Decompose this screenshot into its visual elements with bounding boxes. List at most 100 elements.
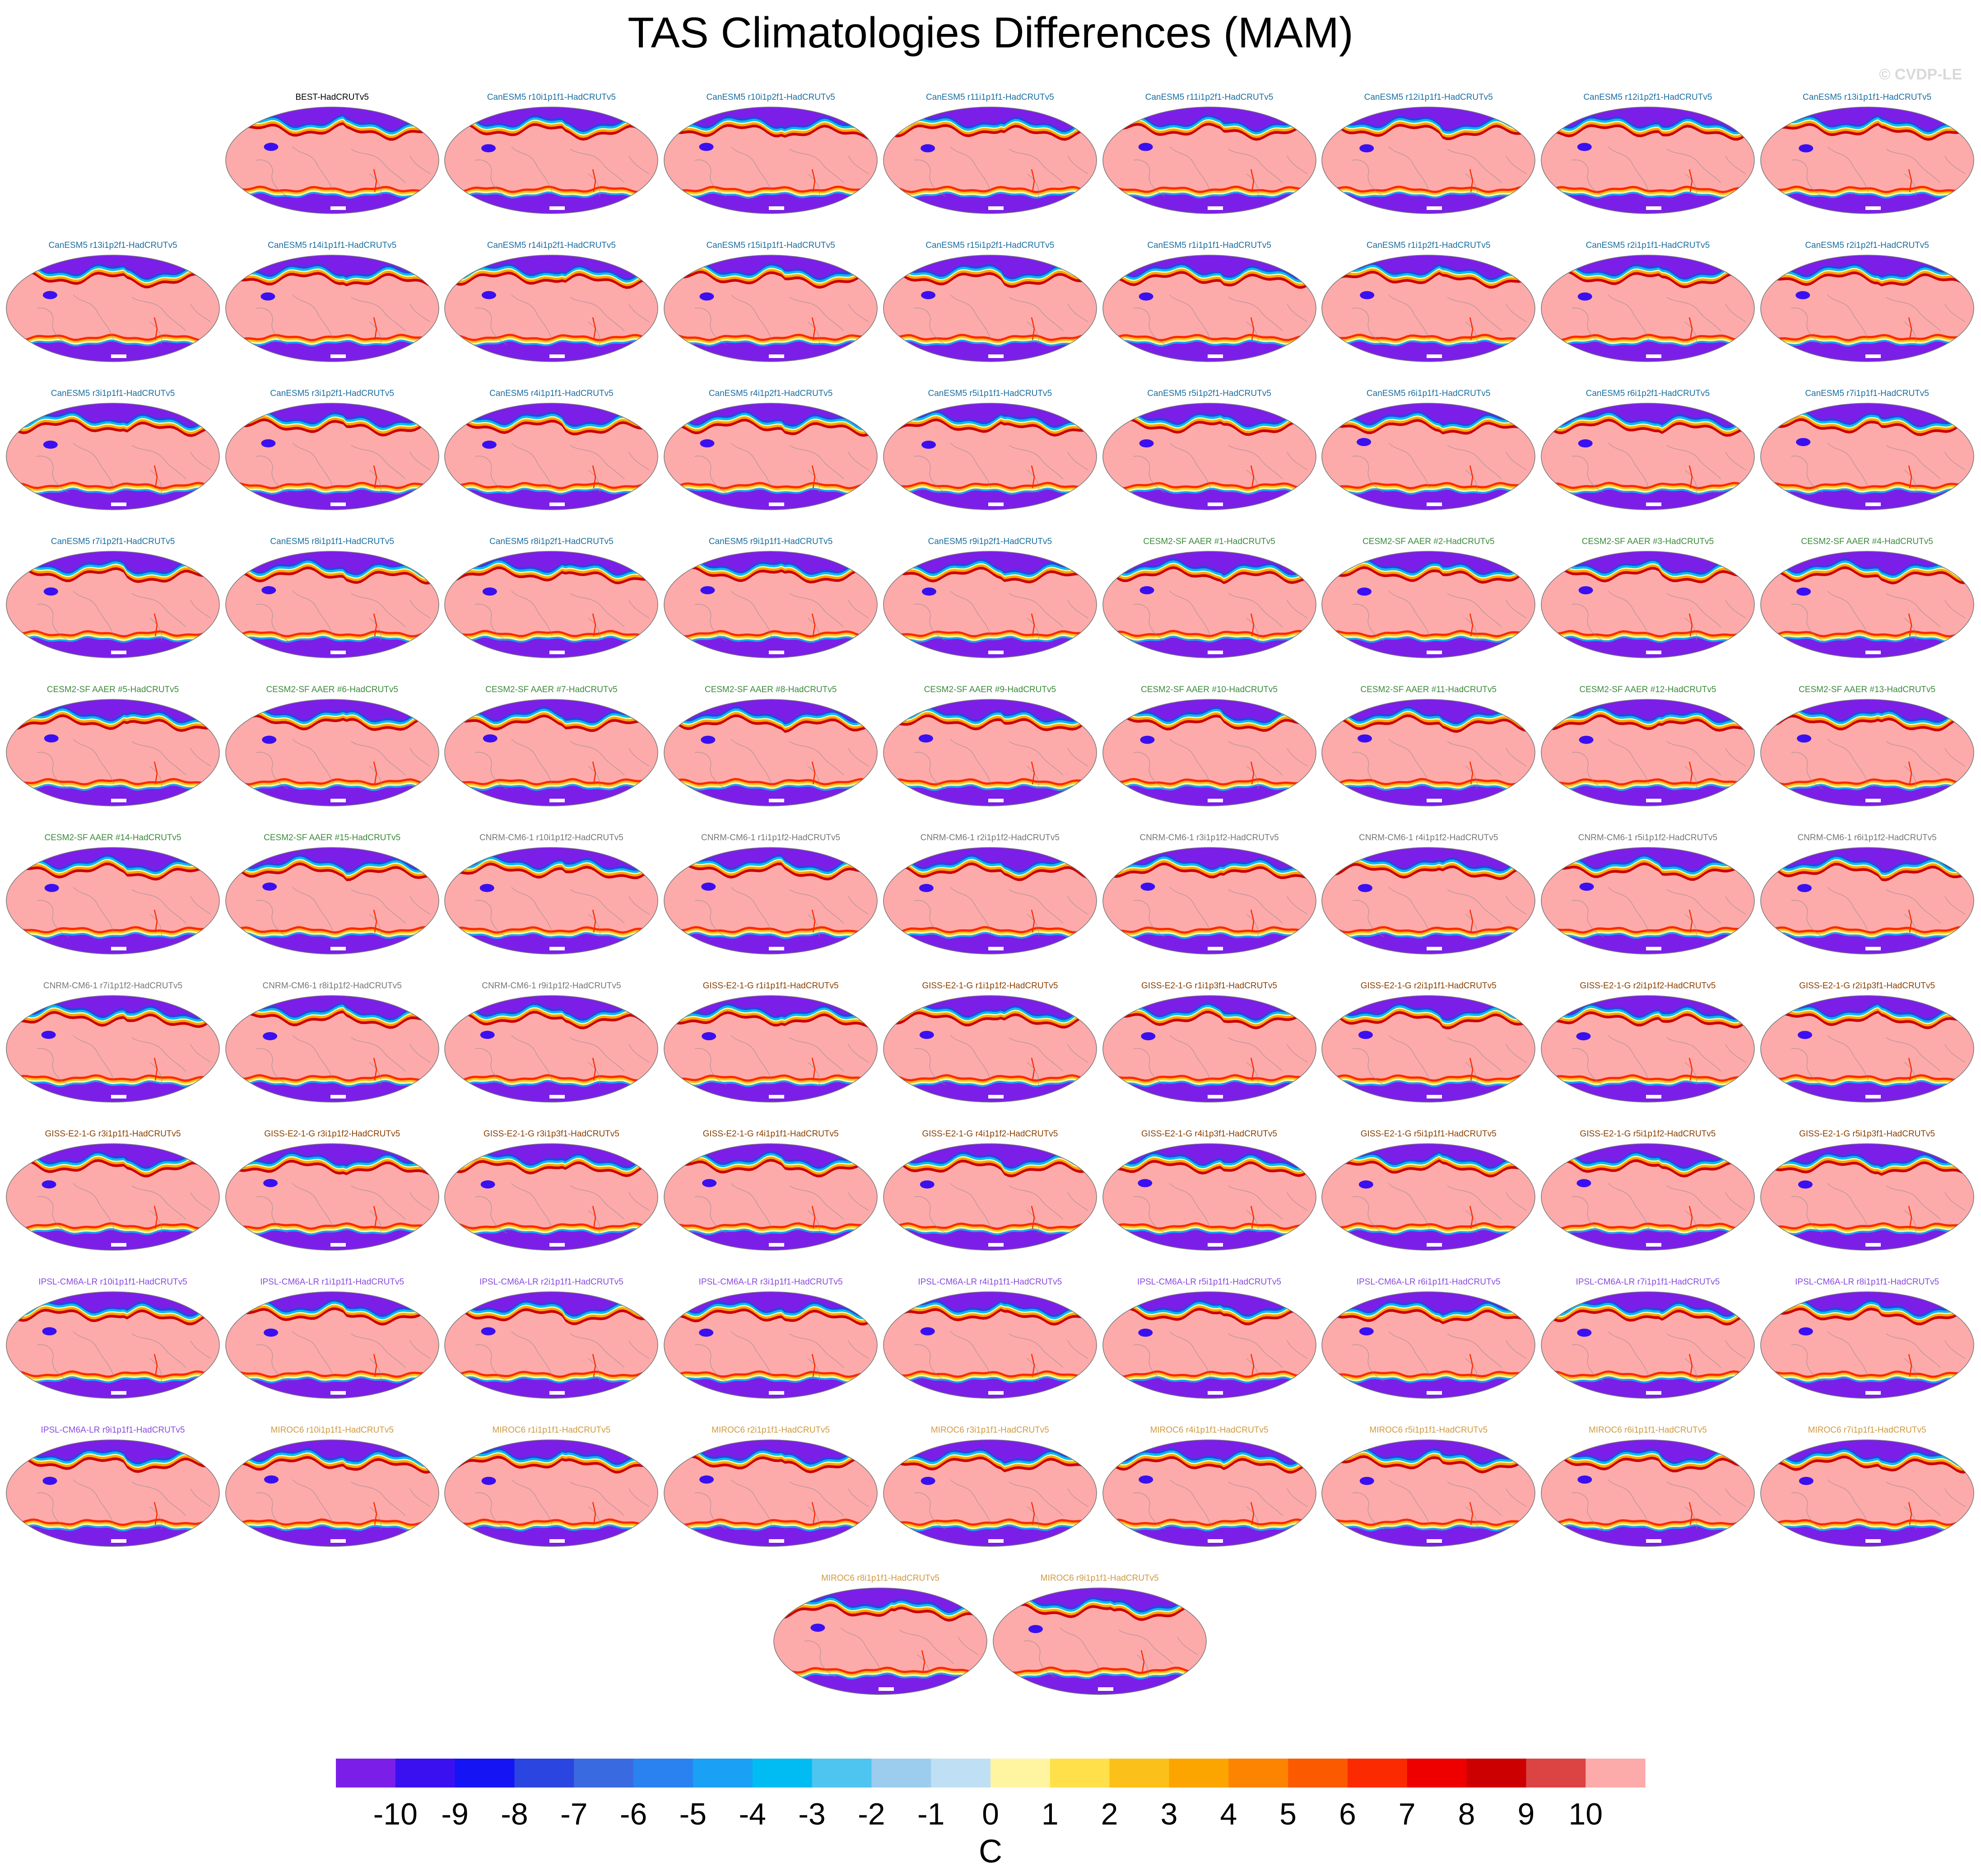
missing-data-patch [988, 799, 1004, 802]
coastline [1060, 1627, 1101, 1673]
coastline [131, 593, 186, 628]
warm-streak [1031, 613, 1035, 637]
coastline [73, 1183, 114, 1229]
colorbar-tick-label: 4 [1220, 1797, 1237, 1831]
map-outline [1102, 1291, 1316, 1399]
coastline [1246, 1506, 1259, 1530]
missing-data-patch [988, 503, 1004, 506]
coastline [1827, 442, 1869, 489]
world-map [225, 551, 439, 658]
world-map [883, 551, 1097, 658]
map-outline [444, 995, 659, 1103]
cold-spot [483, 587, 498, 596]
coastline [950, 1331, 991, 1377]
map-panel: MIROC6 r10i1p1f1-HadCRUTv5 [225, 1425, 440, 1549]
coastline [1506, 1340, 1527, 1359]
cold-spot [1577, 1476, 1592, 1484]
world-map [1321, 107, 1535, 214]
warm-streak [1250, 1206, 1254, 1229]
warm-streak [811, 1354, 816, 1377]
coastline [1791, 159, 1823, 197]
coastline [292, 442, 334, 489]
missing-data-patch [769, 651, 785, 654]
warm-streak [373, 909, 377, 933]
coastline [807, 914, 820, 937]
cold-spot [42, 1327, 57, 1336]
map-panel: CanESM5 r13i1p2f1-HadCRUTv5 [5, 241, 220, 364]
map-panel: MIROC6 r6i1p1f1-HadCRUTv5 [1540, 1425, 1755, 1549]
colorbar-tick-label: -8 [501, 1797, 528, 1831]
panel-label: CanESM5 r9i1p1f1-HadCRUTv5 [708, 537, 833, 546]
map-panel: CanESM5 r9i1p2f1-HadCRUTv5 [883, 537, 1097, 661]
map-outline [664, 699, 878, 806]
panel-label: CESM2-SF AAER #15-HadCRUTv5 [264, 833, 401, 843]
coastline [807, 1506, 820, 1530]
warm-streak [1031, 1502, 1035, 1525]
coastline [369, 766, 381, 789]
coastline [256, 159, 288, 197]
cold-spot [264, 1475, 279, 1484]
map-outline [444, 255, 659, 362]
cold-spot [1139, 292, 1153, 301]
world-map [883, 107, 1097, 214]
map-panel: CanESM5 r9i1p1f1-HadCRUTv5 [663, 537, 878, 661]
coastline [588, 1506, 600, 1530]
panel-label: GISS-E2-1-G r3i1p3f1-HadCRUTv5 [483, 1129, 619, 1139]
coastline [1886, 1037, 1941, 1072]
coastline [1353, 900, 1385, 937]
coastline [1067, 452, 1088, 470]
coastline [807, 1210, 820, 1234]
missing-data-patch [1646, 206, 1661, 210]
missing-data-patch [1207, 1539, 1223, 1543]
missing-data-patch [111, 1243, 126, 1247]
colorbar-tick-label: 7 [1399, 1797, 1416, 1831]
warm-streak [1688, 1057, 1693, 1081]
map-panel: CanESM5 r5i1p1f1-HadCRUTv5 [883, 389, 1097, 512]
coastline [1286, 1488, 1307, 1507]
colorbar-units: C [979, 1834, 1002, 1870]
coastline [1228, 593, 1283, 628]
missing-data-patch [330, 1243, 346, 1247]
warm-streak [153, 761, 158, 785]
world-map [1102, 255, 1316, 362]
coastline [292, 1331, 334, 1377]
coastline [149, 1358, 162, 1382]
coastline [369, 1062, 381, 1085]
cold-spot [920, 1180, 935, 1189]
coastline [1286, 748, 1307, 767]
coastline [131, 445, 186, 479]
map-outline [1102, 1143, 1316, 1251]
warm-streak [373, 1206, 377, 1229]
missing-data-patch [1207, 1095, 1223, 1099]
cold-spot [480, 1031, 495, 1039]
coastline [369, 914, 381, 937]
coastline [914, 456, 946, 493]
coastline [1465, 1506, 1478, 1530]
cold-spot [264, 143, 279, 151]
coastline [588, 321, 600, 345]
coastline [789, 445, 844, 479]
coastline [1009, 297, 1064, 331]
coastline [292, 1479, 334, 1525]
warm-streak [811, 613, 816, 637]
missing-data-patch [1646, 1391, 1661, 1395]
coastline [149, 618, 162, 641]
cold-spot [1138, 143, 1153, 151]
world-map [883, 995, 1097, 1103]
coastline [588, 470, 600, 493]
world-map [664, 1291, 878, 1399]
map-outline [1541, 255, 1755, 362]
coastline [131, 889, 186, 924]
coastline [1684, 470, 1697, 493]
cold-spot [1357, 587, 1372, 596]
coastline [1353, 1492, 1385, 1530]
warm-streak [1469, 1354, 1474, 1377]
coastline [730, 739, 772, 785]
warm-streak [1250, 1502, 1254, 1525]
cold-spot [42, 291, 57, 299]
world-map [1321, 255, 1535, 362]
world-map [664, 1439, 878, 1547]
coastline [475, 456, 507, 493]
map-panel: MIROC6 r9i1p1f1-HadCRUTv5 [992, 1573, 1207, 1697]
panel-label: IPSL-CM6A-LR r5i1p1f1-HadCRUTv5 [1137, 1277, 1281, 1287]
